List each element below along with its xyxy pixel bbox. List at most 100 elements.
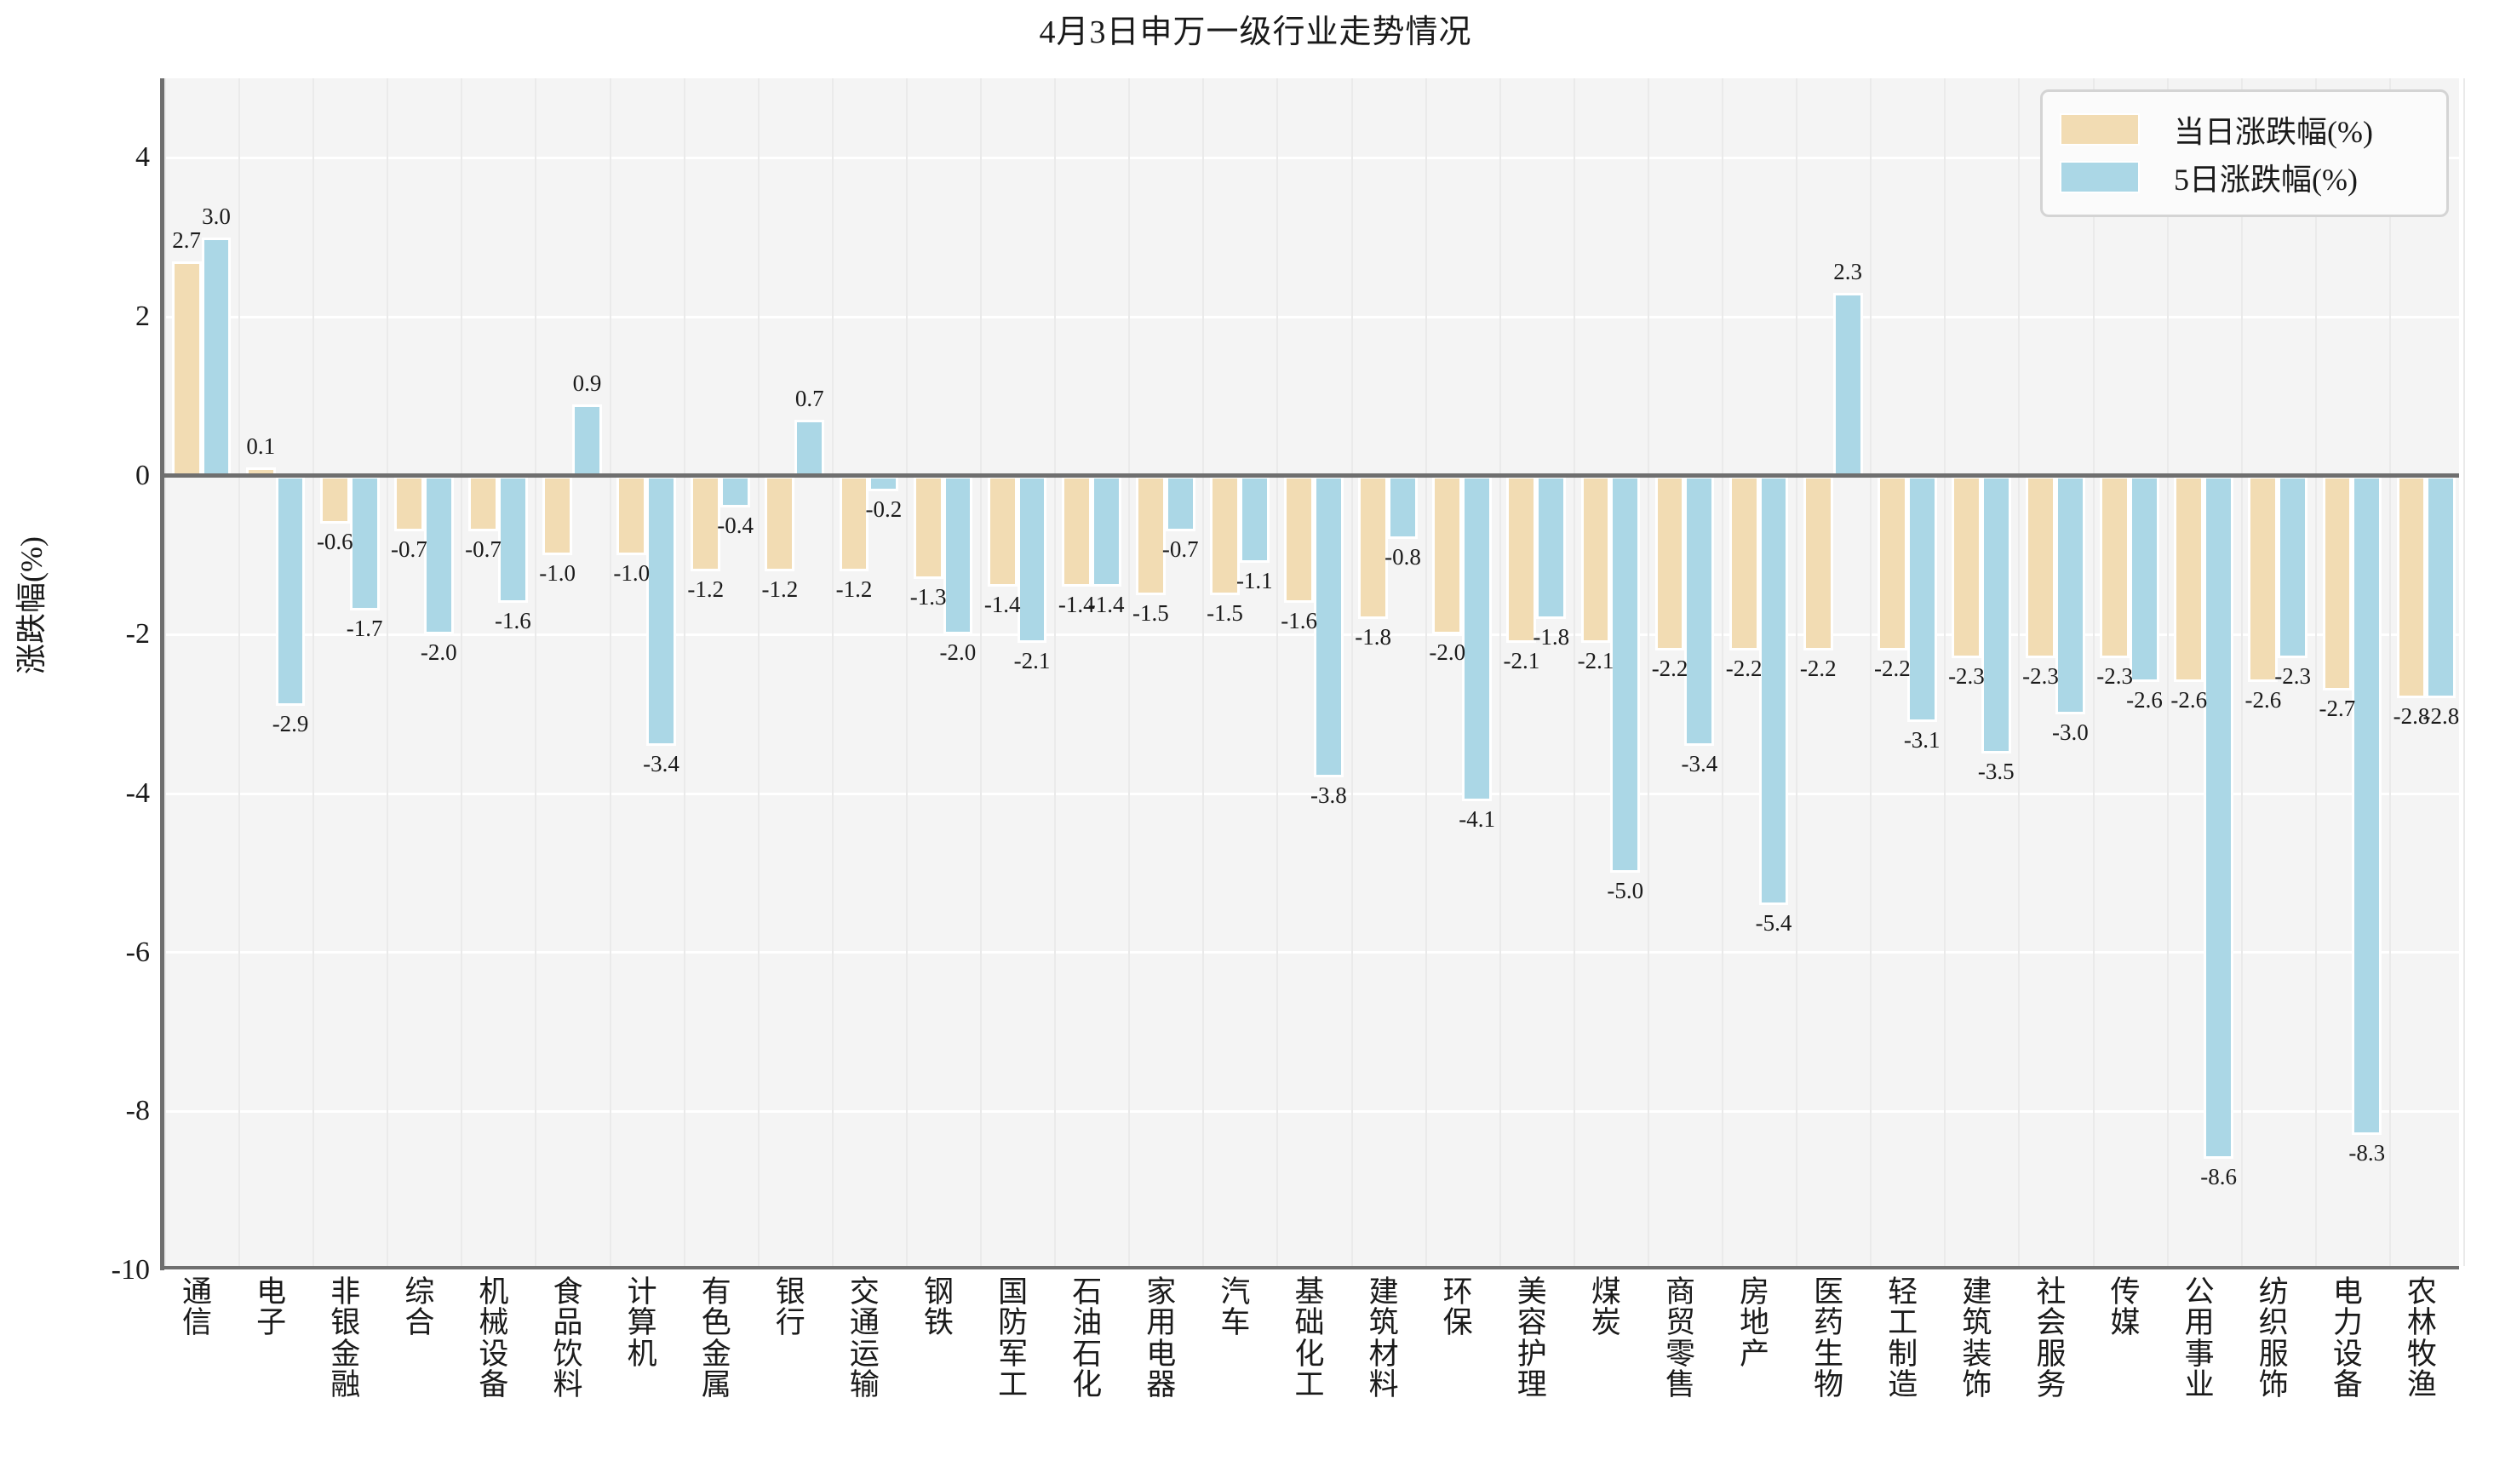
- bar-fiveday[interactable]: [1981, 475, 2011, 754]
- bar-today[interactable]: [2026, 475, 2055, 659]
- bar-value-label: -3.0: [2052, 719, 2089, 745]
- x-axis-tick-label: 汽车: [1220, 1275, 1251, 1340]
- bar-today[interactable]: [1432, 475, 1463, 635]
- bar-today[interactable]: [1506, 475, 1537, 643]
- gridline-horizontal: [164, 1109, 2459, 1113]
- bar-today[interactable]: [319, 475, 350, 524]
- bar-value-label: -2.9: [272, 711, 309, 737]
- bar-fiveday[interactable]: [1388, 475, 1418, 540]
- gridline-horizontal: [164, 951, 2459, 954]
- bar-fiveday[interactable]: [2278, 475, 2308, 659]
- bar-fiveday[interactable]: [2130, 475, 2159, 683]
- bar-today[interactable]: [2174, 475, 2204, 683]
- legend-item-fiveday[interactable]: 5日涨跌幅(%): [2060, 153, 2429, 201]
- bar-value-label: -2.3: [2096, 663, 2134, 690]
- bar-fiveday[interactable]: [1758, 475, 1789, 905]
- bar-fiveday[interactable]: [1091, 475, 1121, 587]
- bar-fiveday[interactable]: [720, 475, 751, 507]
- bar-today[interactable]: [1877, 475, 1907, 650]
- bar-today[interactable]: [1358, 475, 1389, 619]
- bar-today[interactable]: [691, 475, 721, 571]
- bar-today[interactable]: [1580, 475, 1611, 643]
- y-axis-tick-label: -10: [111, 1254, 150, 1286]
- bar-fiveday[interactable]: [1832, 293, 1863, 476]
- bar-today[interactable]: [171, 261, 202, 476]
- bar-fiveday[interactable]: [1684, 475, 1715, 746]
- bar-fiveday[interactable]: [869, 475, 899, 492]
- bar-value-label: -1.6: [1281, 608, 1317, 633]
- bar-today[interactable]: [1728, 475, 1759, 650]
- x-axis-tick-label: 食品饮料: [553, 1275, 583, 1402]
- y-axis-tick-label: -4: [125, 777, 150, 809]
- x-axis-tick-label: 公用事业: [2184, 1275, 2215, 1402]
- gridline-vertical: [980, 78, 983, 1266]
- bar-value-label: -3.5: [1977, 759, 2015, 785]
- bar-today[interactable]: [1654, 475, 1685, 650]
- bar-fiveday[interactable]: [275, 475, 306, 707]
- bar-fiveday[interactable]: [423, 475, 454, 635]
- bar-value-label: -2.3: [2022, 663, 2059, 690]
- legend-item-today[interactable]: 当日涨跌幅(%): [2060, 106, 2429, 153]
- bar-today[interactable]: [987, 475, 1018, 587]
- bar-today[interactable]: [1135, 475, 1166, 595]
- bar-fiveday[interactable]: [794, 420, 825, 476]
- bar-today[interactable]: [913, 475, 943, 579]
- bar-today[interactable]: [1284, 475, 1314, 603]
- bar-today[interactable]: [1803, 475, 1833, 650]
- x-axis-tick-label: 综合: [404, 1275, 435, 1340]
- gridline-vertical: [757, 78, 760, 1266]
- bar-fiveday[interactable]: [1536, 475, 1567, 619]
- bar-today[interactable]: [542, 475, 573, 555]
- x-axis-tick-label: 建筑材料: [1368, 1275, 1399, 1402]
- bar-fiveday[interactable]: [1314, 475, 1344, 778]
- bar-value-label: -1.8: [1533, 623, 1570, 650]
- bar-today[interactable]: [1061, 475, 1092, 587]
- legend-label: 当日涨跌幅(%): [2174, 115, 2373, 149]
- bar-fiveday[interactable]: [1462, 475, 1493, 802]
- bar-value-label: -0.8: [1384, 544, 1421, 570]
- bar-value-label: 2.3: [1833, 259, 1862, 284]
- bar-fiveday[interactable]: [646, 475, 676, 746]
- bar-today[interactable]: [394, 475, 424, 531]
- bar-fiveday[interactable]: [1165, 475, 1195, 531]
- bar-today[interactable]: [1952, 475, 1981, 659]
- bar-fiveday[interactable]: [201, 237, 232, 476]
- gridline-vertical: [1796, 78, 1798, 1266]
- bar-value-label: -1.2: [687, 576, 725, 602]
- y-axis-tick-label: -6: [125, 936, 150, 968]
- bar-fiveday[interactable]: [2055, 475, 2085, 714]
- bar-value-label: 3.0: [202, 203, 231, 229]
- bar-fiveday[interactable]: [1017, 475, 1047, 643]
- plot-frame: 2.7 0.1 -0.6 -0.7 -0.7 -1.0 -1.0 -1.2 -1.2 -1.2 -1…: [160, 78, 2465, 1272]
- bar-today[interactable]: [2100, 475, 2130, 659]
- bar-value-label: 2.7: [172, 226, 202, 253]
- bar-today[interactable]: [2396, 475, 2427, 698]
- x-axis-tick-label: 电子: [256, 1275, 287, 1340]
- bar-today[interactable]: [1210, 475, 1240, 595]
- bar-fiveday[interactable]: [2204, 475, 2233, 1160]
- x-axis-tick-label: 纺织服饰: [2258, 1275, 2289, 1402]
- bar-today[interactable]: [616, 475, 647, 555]
- x-axis-tick-label: 房地产: [1740, 1275, 1770, 1371]
- y-axis-tick-label: 4: [135, 141, 150, 174]
- bar-fiveday[interactable]: [2352, 475, 2382, 1136]
- bar-today[interactable]: [2248, 475, 2279, 683]
- bar-value-label: -2.3: [2274, 663, 2312, 690]
- x-axis-tick-label: 计算机: [627, 1275, 657, 1371]
- page-title: 4月3日申万一级行业走势情况: [1039, 14, 1472, 50]
- bar-fiveday[interactable]: [1239, 475, 1270, 564]
- bar-today[interactable]: [2322, 475, 2353, 690]
- plot-area: 2.7 0.1 -0.6 -0.7 -0.7 -1.0 -1.0 -1.2 -1.2 -1.2 -1…: [164, 78, 2465, 1272]
- bar-today[interactable]: [468, 475, 498, 531]
- bar-value-label: -2.0: [420, 639, 457, 666]
- bar-fiveday[interactable]: [2426, 475, 2457, 698]
- bar-fiveday[interactable]: [497, 475, 528, 603]
- bar-fiveday[interactable]: [1906, 475, 1937, 722]
- bar-fiveday[interactable]: [572, 404, 602, 476]
- bar-value-label: -1.2: [835, 576, 873, 602]
- bar-fiveday[interactable]: [943, 475, 973, 635]
- gridline-horizontal: [164, 156, 2459, 159]
- x-axis-tick-label: 国防军工: [998, 1275, 1029, 1402]
- bar-today[interactable]: [765, 475, 795, 571]
- bar-today[interactable]: [839, 475, 869, 571]
